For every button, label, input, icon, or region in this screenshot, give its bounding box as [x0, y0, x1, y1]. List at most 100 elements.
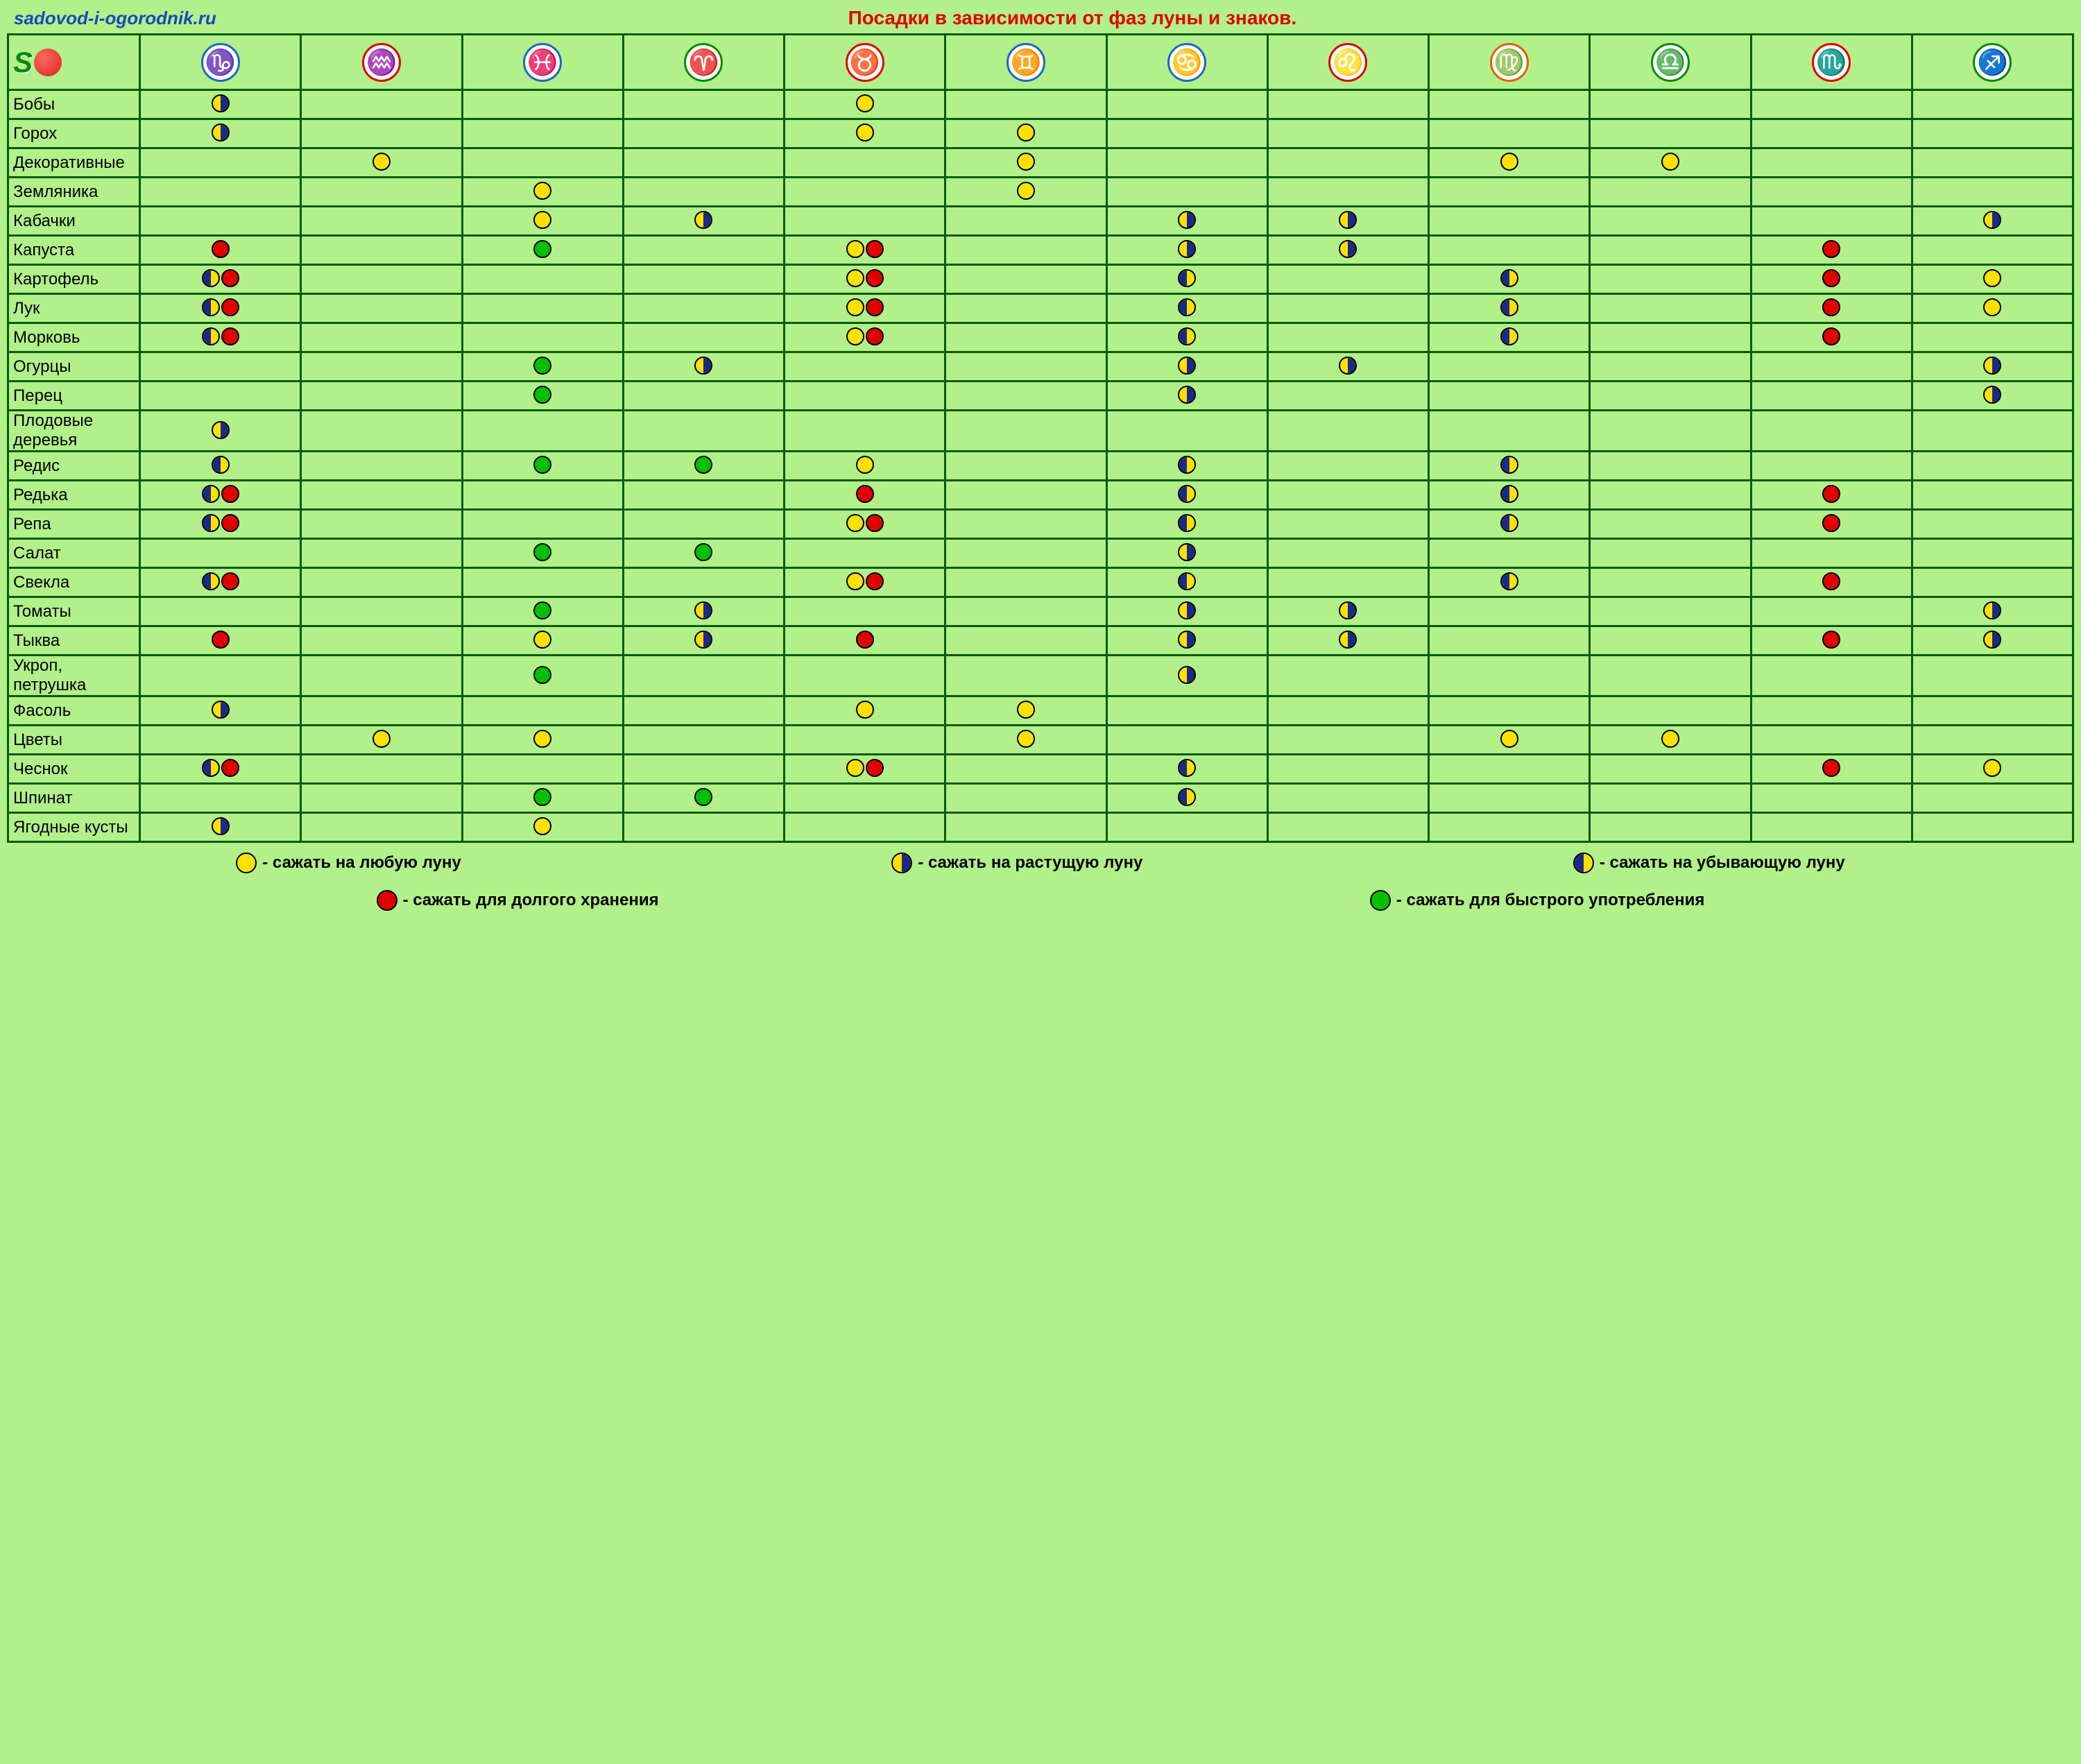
moon-marker-W	[1178, 601, 1196, 619]
table-cell	[462, 352, 623, 382]
legend: - сажать на любую луну - сажать на расту…	[7, 843, 2074, 912]
moon-marker-R	[221, 269, 239, 287]
moon-marker-Y	[533, 631, 551, 649]
row-label: Тыква	[8, 626, 140, 656]
table-cell	[1429, 784, 1590, 813]
legend-item: - сажать для долгого хранения	[377, 889, 659, 912]
moon-marker-R	[1822, 327, 1840, 345]
table-cell	[1912, 207, 2073, 236]
moon-marker-Y	[856, 94, 874, 112]
table-cell	[1590, 382, 1751, 411]
row-label: Салат	[8, 539, 140, 568]
table-cell	[462, 178, 623, 207]
table-cell	[1751, 696, 1912, 726]
table-cell	[462, 510, 623, 539]
moon-marker-W	[1178, 240, 1196, 258]
table-cell	[1912, 265, 2073, 294]
table-cell	[301, 323, 462, 352]
moon-marker-R	[1822, 759, 1840, 777]
table-cell	[1751, 178, 1912, 207]
moon-marker-W	[1178, 211, 1196, 229]
table-cell	[945, 119, 1106, 148]
moon-marker-R	[866, 327, 884, 345]
table-cell	[1429, 510, 1590, 539]
table-cell	[1590, 411, 1751, 452]
logo: S	[13, 46, 62, 79]
table-cell	[1590, 597, 1751, 626]
moon-marker-Y	[533, 730, 551, 748]
table-cell	[623, 813, 784, 842]
table-cell	[785, 452, 945, 481]
table-cell	[462, 597, 623, 626]
moon-marker-D	[1178, 759, 1196, 777]
table-row: Огурцы	[8, 352, 2073, 382]
legend-text: - сажать для долгого хранения	[403, 891, 659, 910]
zodiac-icon: ♈	[684, 43, 723, 82]
moon-marker-R	[1822, 572, 1840, 590]
table-cell	[462, 626, 623, 656]
table-cell	[140, 568, 301, 597]
table-cell	[945, 656, 1106, 696]
moon-marker-R	[866, 514, 884, 532]
table-cell	[623, 382, 784, 411]
moon-marker-D	[1178, 572, 1196, 590]
table-cell	[1106, 539, 1267, 568]
moon-marker-D	[1178, 298, 1196, 316]
table-cell	[1751, 755, 1912, 784]
table-cell	[785, 294, 945, 323]
moon-marker-Y	[1017, 701, 1035, 719]
moon-marker-R	[1822, 240, 1840, 258]
moon-marker-Y	[1500, 153, 1518, 171]
table-cell	[462, 90, 623, 119]
table-cell	[1912, 382, 2073, 411]
table-cell	[1267, 539, 1428, 568]
zodiac-header-Лев: ♌	[1267, 35, 1428, 90]
table-cell	[623, 696, 784, 726]
table-cell	[301, 148, 462, 178]
table-cell	[1751, 656, 1912, 696]
row-label: Перец	[8, 382, 140, 411]
table-cell	[1590, 207, 1751, 236]
table-cell	[785, 726, 945, 755]
table-cell	[623, 726, 784, 755]
row-label: Капуста	[8, 236, 140, 265]
table-cell	[1267, 207, 1428, 236]
table-cell	[623, 352, 784, 382]
table-cell	[785, 784, 945, 813]
table-cell	[1912, 696, 2073, 726]
table-cell	[301, 597, 462, 626]
row-label: Бобы	[8, 90, 140, 119]
zodiac-icon: ♌	[1328, 43, 1367, 82]
table-cell	[140, 726, 301, 755]
table-cell	[945, 411, 1106, 452]
table-row: Тыква	[8, 626, 2073, 656]
table-cell	[1429, 481, 1590, 510]
table-cell	[1267, 236, 1428, 265]
moon-marker-W	[1178, 357, 1196, 375]
moon-marker-G	[1370, 890, 1391, 911]
table-cell	[301, 119, 462, 148]
table-cell	[785, 411, 945, 452]
moon-marker-Y	[846, 269, 864, 287]
table-cell	[1429, 626, 1590, 656]
moon-marker-Y	[372, 730, 391, 748]
moon-marker-R	[856, 631, 874, 649]
moon-marker-D	[1500, 456, 1518, 474]
moon-marker-D	[1573, 853, 1594, 873]
table-cell	[301, 352, 462, 382]
table-cell	[140, 656, 301, 696]
table-cell	[140, 597, 301, 626]
table-cell	[301, 539, 462, 568]
moon-marker-W	[1178, 666, 1196, 684]
table-cell	[140, 236, 301, 265]
row-label: Ягодные кусты	[8, 813, 140, 842]
moon-marker-W	[212, 94, 230, 112]
table-cell	[1429, 148, 1590, 178]
table-cell	[623, 119, 784, 148]
table-cell	[1267, 411, 1428, 452]
table-cell	[623, 178, 784, 207]
table-cell	[1912, 626, 2073, 656]
moon-marker-D	[1178, 485, 1196, 503]
table-cell	[301, 294, 462, 323]
moon-marker-R	[856, 485, 874, 503]
